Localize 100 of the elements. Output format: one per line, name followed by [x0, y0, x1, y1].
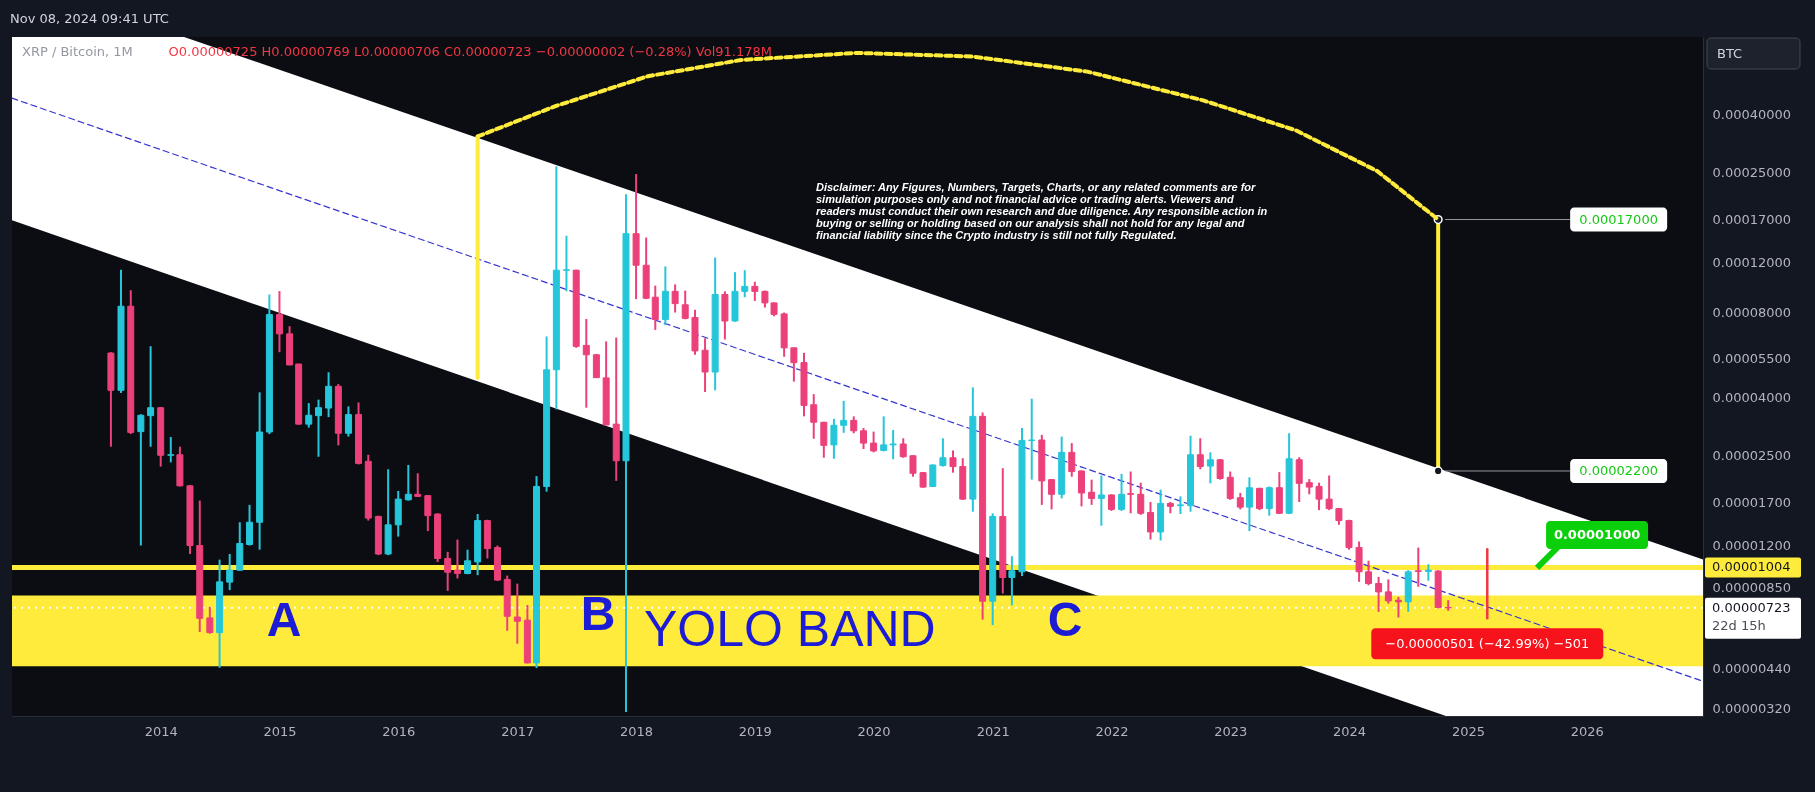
candlestick — [464, 548, 472, 576]
y-tick-label: 0.00000440 — [1712, 661, 1792, 677]
y-tick-label: 0.00008000 — [1712, 304, 1792, 320]
candlestick — [1176, 495, 1184, 516]
candlestick — [810, 393, 818, 440]
y-tick-label: 0.00004000 — [1712, 389, 1792, 405]
candlestick — [939, 437, 947, 468]
candlestick — [582, 318, 590, 409]
x-tick-label: 2020 — [857, 723, 891, 739]
candlestick — [1196, 437, 1204, 471]
candlestick — [1226, 470, 1234, 501]
candlestick — [404, 463, 412, 502]
candlestick — [741, 269, 749, 299]
x-tick-label: 2026 — [1570, 723, 1604, 739]
candlestick — [226, 553, 234, 592]
x-tick-label: 2014 — [144, 723, 178, 739]
x-tick-label: 2015 — [263, 723, 297, 739]
x-tick-label: 2023 — [1214, 723, 1248, 739]
x-tick-label: 2024 — [1332, 723, 1367, 739]
x-tick-label: 2018 — [620, 723, 654, 739]
candlestick — [701, 337, 709, 394]
text: BTC — [1717, 46, 1743, 61]
y-tick-label: 0.00017000 — [1712, 212, 1792, 228]
candlestick — [1384, 578, 1392, 605]
y-tick-label: 0.00000320 — [1712, 700, 1792, 716]
candlestick — [1216, 458, 1224, 481]
candlestick — [453, 538, 461, 580]
candlestick — [1118, 472, 1126, 512]
candlestick — [671, 283, 679, 314]
candlestick — [562, 234, 570, 293]
candlestick — [880, 415, 888, 453]
y-tick-label: 0.00001700 — [1712, 495, 1792, 511]
candlestick — [444, 550, 452, 592]
candlestick — [1137, 481, 1145, 516]
text: Nov 08, 2024 09:41 UTC — [10, 11, 169, 26]
line-series — [11, 97, 1704, 682]
x-tick-label: 2017 — [501, 723, 535, 739]
candlestick — [246, 503, 254, 547]
annotation: 0.00001000 — [1553, 526, 1641, 542]
annotation: 0.00017000 — [1579, 211, 1658, 227]
x-tick-label: 2022 — [1095, 723, 1129, 739]
candlestick — [909, 454, 917, 478]
annotation: A — [266, 593, 302, 646]
text: XRP / Bitcoin, 1M — [22, 44, 133, 59]
candlestick — [1394, 595, 1402, 619]
candlestick — [1088, 478, 1096, 506]
candlestick — [1414, 546, 1422, 588]
candlestick — [1078, 469, 1086, 508]
x-tick-label: 2019 — [738, 723, 772, 739]
candlestick — [424, 493, 432, 533]
candlestick — [1147, 500, 1154, 541]
ref-line-label: 0.00001004 — [1712, 559, 1791, 575]
candlestick — [1265, 485, 1273, 517]
candlestick — [167, 436, 175, 464]
annotation: 0.00002200 — [1579, 462, 1658, 478]
candlestick — [1048, 478, 1056, 511]
candlestick — [137, 413, 145, 547]
candlestick — [860, 427, 868, 451]
ref-line-label: 0.00000723 — [1712, 599, 1791, 615]
candlestick — [1097, 474, 1105, 527]
candlestick — [840, 399, 848, 434]
candlestick — [305, 402, 313, 429]
candlestick — [1375, 575, 1383, 613]
candlestick — [1127, 470, 1135, 515]
candlestick — [1068, 442, 1076, 478]
y-tick-label: 0.00025000 — [1712, 164, 1792, 180]
band-label: YOLO BAND — [643, 600, 936, 657]
candlestick — [147, 345, 155, 448]
y-tick-label: 0.00001200 — [1712, 538, 1792, 554]
x-tick-label: 2021 — [976, 723, 1010, 739]
candlestick — [681, 289, 689, 321]
candlestick — [651, 284, 659, 331]
candlestick — [275, 290, 283, 354]
candlestick — [1206, 451, 1214, 485]
candlestick — [790, 346, 798, 383]
y-tick-label: 0.00005500 — [1712, 350, 1792, 366]
candlestick — [820, 420, 828, 459]
y-tick-label: 0.00002500 — [1712, 447, 1792, 463]
y-tick-label: 0.00012000 — [1712, 254, 1792, 270]
candlestick — [899, 437, 907, 459]
y-tick-label: 0.00000850 — [1712, 580, 1792, 596]
candlestick — [751, 280, 759, 302]
candlestick — [889, 429, 897, 461]
candlestick — [1315, 481, 1323, 512]
candlestick — [1245, 476, 1253, 533]
candlestick — [344, 405, 352, 438]
candlestick — [1424, 563, 1432, 582]
candlestick — [325, 371, 333, 419]
annotation: Disclaimer: Any Figures, Numbers, Targets, Charts, or any related comments are for simulation purposes only and not financial advice or trading alerts. Viewers and readers must conduct their own research and due diligence. Any responsible action in buying or selling or holding based on our analysis shall not hold for any legal and financial liability since the Crypto industry is still not fully Regulated. — [816, 181, 1268, 241]
candlestick — [949, 449, 957, 474]
annotation: C — [1047, 593, 1083, 646]
candlestick — [206, 605, 214, 635]
candlestick — [830, 417, 838, 460]
candlestick — [315, 398, 323, 458]
candlestick — [1325, 474, 1333, 512]
candlestick — [513, 582, 521, 645]
candlestick — [1008, 555, 1016, 607]
y-tick-label: 0.00040000 — [1712, 106, 1792, 122]
text: 22d 15h — [1712, 617, 1766, 633]
candlestick — [1365, 559, 1373, 587]
